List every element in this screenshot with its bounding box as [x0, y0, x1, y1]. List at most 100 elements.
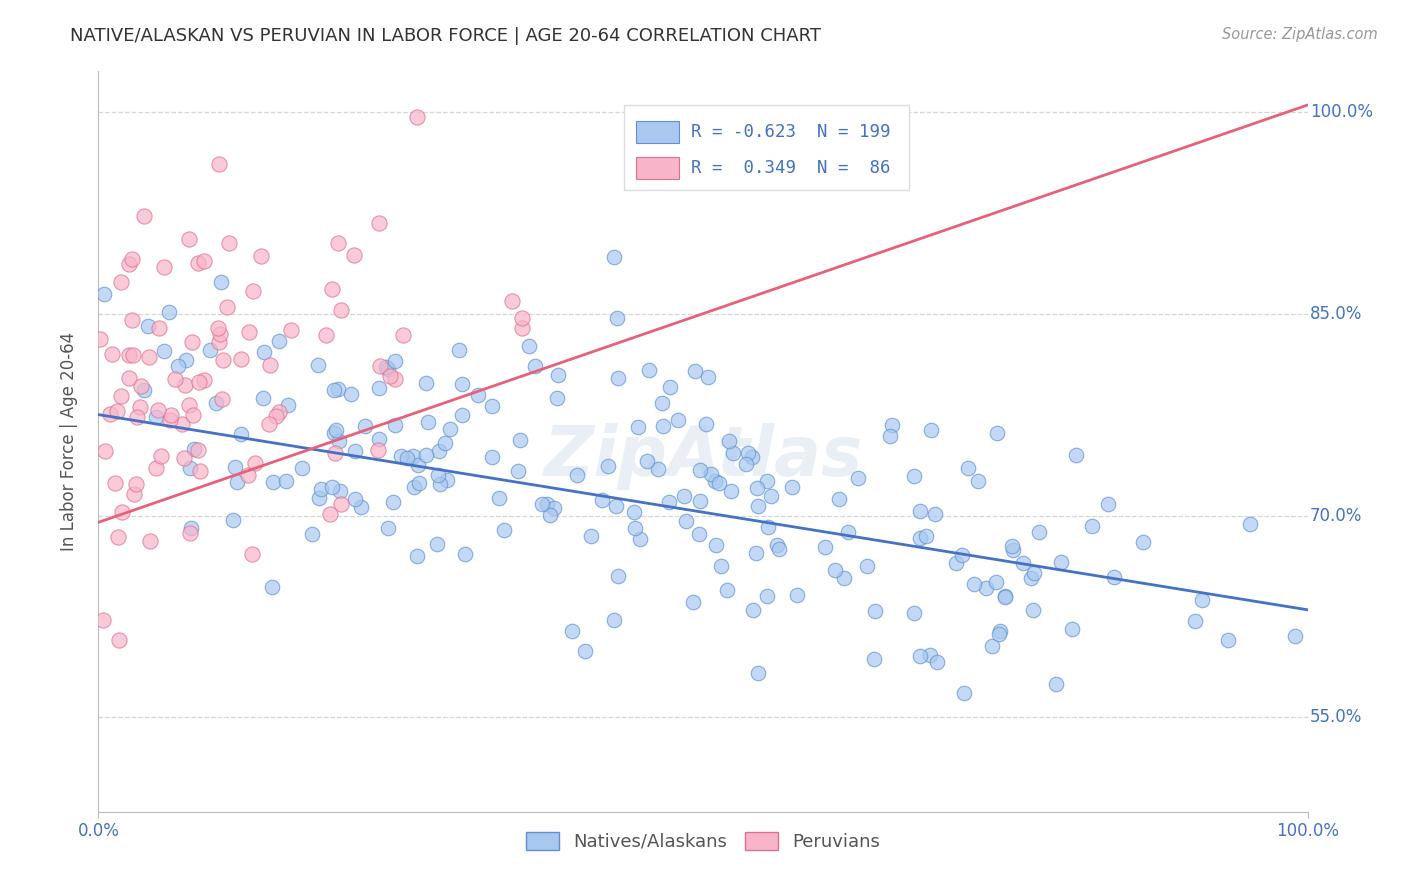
Point [307, 358, 329, 372]
Point [157, 305, 180, 319]
Point [814, 540, 837, 554]
Point [408, 476, 430, 491]
Point [956, 461, 979, 475]
Point [224, 459, 246, 474]
Point [406, 110, 429, 124]
Point [846, 471, 869, 485]
Point [1104, 570, 1126, 584]
Point [264, 409, 287, 424]
Point [153, 344, 176, 359]
Point [1022, 566, 1045, 580]
Point [879, 429, 901, 443]
Point [574, 643, 596, 657]
Point [508, 464, 530, 478]
Point [291, 461, 314, 475]
Point [236, 467, 259, 482]
Point [628, 533, 651, 547]
Point [434, 435, 457, 450]
Point [1060, 622, 1083, 636]
Point [330, 497, 353, 511]
Point [328, 434, 350, 448]
Point [148, 321, 170, 335]
Point [756, 590, 779, 604]
Point [118, 348, 141, 362]
Point [603, 250, 626, 264]
Point [267, 334, 290, 348]
Point [710, 559, 733, 574]
Point [187, 376, 209, 390]
Point [118, 257, 141, 271]
Point [984, 574, 1007, 589]
Point [607, 371, 630, 385]
Point [647, 462, 669, 476]
Text: 85.0%: 85.0% [1310, 305, 1362, 323]
Point [981, 639, 1004, 653]
Point [187, 442, 209, 457]
Point [952, 686, 974, 700]
Point [402, 480, 425, 494]
Point [688, 526, 710, 541]
Point [882, 417, 904, 432]
Point [827, 491, 849, 506]
Point [179, 398, 201, 412]
Point [165, 372, 187, 386]
FancyBboxPatch shape [624, 104, 908, 190]
Point [174, 352, 197, 367]
Point [579, 529, 602, 543]
Point [377, 362, 399, 376]
Point [180, 521, 202, 535]
Point [908, 648, 931, 663]
Text: R = -0.623  N = 199: R = -0.623 N = 199 [690, 123, 890, 141]
Point [1191, 593, 1213, 607]
Point [253, 345, 276, 359]
Point [125, 476, 148, 491]
Point [257, 417, 280, 432]
Point [988, 627, 1011, 641]
Point [1050, 555, 1073, 569]
Point [200, 343, 222, 357]
Point [903, 606, 925, 620]
Point [172, 417, 194, 431]
Point [111, 505, 134, 519]
Point [908, 503, 931, 517]
Point [747, 499, 769, 513]
Point [323, 446, 346, 460]
Point [280, 322, 302, 336]
Point [406, 549, 429, 564]
Point [107, 632, 129, 647]
Point [136, 318, 159, 333]
Point [517, 338, 540, 352]
Point [145, 460, 167, 475]
Point [134, 383, 156, 397]
Point [756, 520, 779, 534]
Point [605, 310, 627, 325]
Point [329, 483, 352, 498]
Point [481, 399, 503, 413]
Point [454, 547, 477, 561]
Point [756, 474, 779, 488]
Point [138, 533, 160, 548]
Point [321, 283, 343, 297]
Point [927, 655, 949, 669]
Point [651, 396, 673, 410]
Point [1184, 615, 1206, 629]
Point [132, 210, 155, 224]
Point [343, 444, 366, 458]
Point [392, 327, 415, 342]
Point [242, 284, 264, 298]
Point [429, 477, 451, 491]
Point [179, 526, 201, 541]
Point [209, 275, 232, 289]
Point [903, 468, 925, 483]
Point [565, 468, 588, 483]
Point [384, 354, 406, 368]
Point [367, 381, 389, 395]
Point [637, 363, 659, 377]
Point [1216, 632, 1239, 647]
Point [217, 300, 239, 314]
Point [436, 473, 458, 487]
Point [530, 497, 553, 511]
Point [546, 391, 568, 405]
Point [716, 582, 738, 597]
Point [623, 505, 645, 519]
